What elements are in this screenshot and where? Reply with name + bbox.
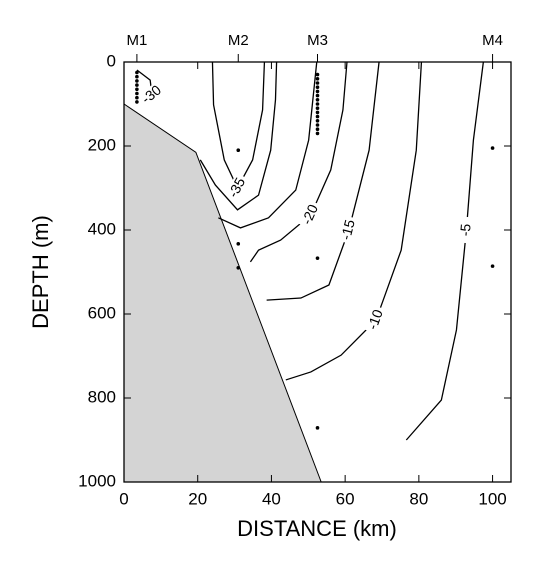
instrument (315, 106, 320, 110)
mooring-label: M2 (228, 32, 249, 49)
mooring-label: M3 (307, 32, 328, 49)
contour-label-bg (364, 304, 389, 335)
instrument (315, 85, 320, 89)
y-tick-label: 600 (88, 303, 116, 322)
contour-label: -10 (364, 307, 386, 332)
x-tick-label: 60 (336, 489, 355, 508)
contour-line (218, 61, 318, 229)
instrument (135, 91, 139, 96)
mooring-label: M4 (482, 32, 503, 49)
contour-label: -5 (457, 223, 474, 237)
y-tick-label: 400 (88, 219, 116, 238)
x-tick-label: 40 (262, 489, 281, 508)
contour-label-bg (224, 172, 251, 204)
contour-line (266, 61, 380, 301)
instrument (236, 266, 241, 270)
y-tick-label: 1000 (78, 471, 116, 490)
contour-label: -20 (298, 202, 321, 227)
x-axis-label: DISTANCE (km) (237, 516, 397, 541)
x-tick-label: 100 (478, 489, 506, 508)
contour-line (405, 61, 485, 441)
contour-label-bg (457, 216, 476, 244)
instrument (236, 242, 241, 246)
instrument (490, 146, 495, 150)
instrument (315, 81, 320, 85)
y-tick-label: 200 (88, 135, 116, 154)
instrument (135, 70, 139, 75)
y-axis-label: DEPTH (m) (28, 215, 53, 329)
instrument (135, 79, 139, 83)
instrument (490, 264, 495, 268)
contour-line (249, 61, 348, 263)
contour-label: -15 (337, 218, 358, 242)
instrument (315, 98, 320, 102)
instrument (315, 119, 320, 123)
contour-label-bg (337, 215, 360, 245)
y-tick-label: 0 (107, 51, 116, 70)
x-tick-label: 0 (119, 489, 128, 508)
bathymetry (123, 103, 322, 483)
instrument (135, 87, 139, 92)
instrument (236, 148, 241, 152)
instrument (315, 89, 320, 94)
instrument (315, 123, 320, 127)
instrument (315, 77, 320, 81)
contour-label-bg (136, 80, 168, 110)
instrument (315, 131, 320, 136)
mooring-label: M1 (126, 32, 147, 49)
instrument (315, 114, 320, 119)
plot-frame (123, 61, 512, 483)
x-tick-label: 20 (188, 489, 207, 508)
instrument (135, 95, 139, 100)
instrument (315, 127, 320, 131)
contour-label-bg (298, 199, 324, 231)
instrument (315, 72, 320, 77)
x-tick-label: 80 (409, 489, 428, 508)
instrument (315, 426, 320, 430)
instrument (315, 256, 320, 260)
instrument (135, 100, 139, 104)
instrument (135, 74, 139, 79)
instrument (315, 110, 320, 115)
contour-line (211, 61, 266, 190)
instrument (315, 93, 320, 98)
instrument (135, 83, 139, 87)
instrument (315, 102, 320, 106)
y-tick-label: 800 (88, 387, 116, 406)
